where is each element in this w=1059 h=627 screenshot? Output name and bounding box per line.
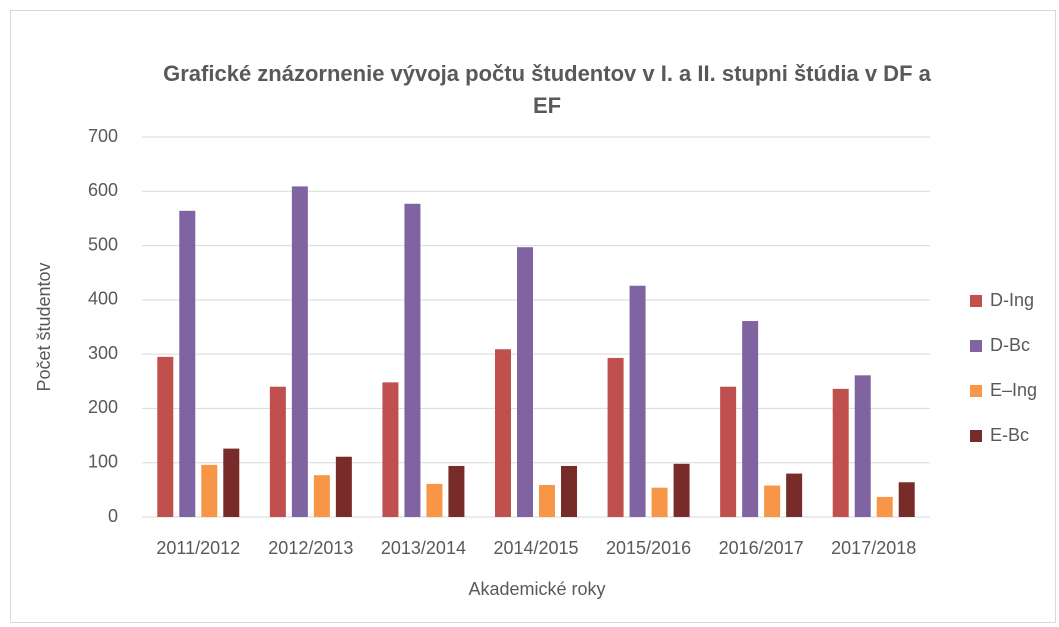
bar bbox=[382, 382, 399, 517]
bar bbox=[291, 186, 308, 517]
x-tick-label: 2015/2016 bbox=[606, 538, 691, 558]
bar bbox=[269, 386, 286, 517]
y-tick-label: 500 bbox=[88, 234, 118, 254]
x-tick-label: 2012/2013 bbox=[268, 538, 353, 558]
x-axis-title: Akademické roky bbox=[468, 579, 605, 599]
chart-border bbox=[10, 10, 1056, 623]
bar bbox=[517, 247, 533, 517]
bar bbox=[313, 475, 330, 517]
chart-title: Grafické znázornenie vývoja počtu študen… bbox=[163, 61, 931, 118]
legend-label: E-Bc bbox=[990, 425, 1029, 445]
x-tick-label: 2014/2015 bbox=[493, 538, 578, 558]
y-axis-title: Počet študentov bbox=[34, 262, 54, 391]
bar bbox=[607, 357, 624, 517]
bar bbox=[764, 485, 781, 517]
y-tick-label: 400 bbox=[88, 289, 118, 309]
bar bbox=[673, 463, 690, 517]
x-tick-label: 2011/2012 bbox=[156, 538, 240, 558]
x-tick-label: 2017/2018 bbox=[831, 538, 916, 558]
bar bbox=[179, 210, 196, 518]
bar bbox=[786, 473, 803, 517]
legend-label: E–Ing bbox=[990, 380, 1037, 400]
y-tick-label: 600 bbox=[88, 180, 118, 200]
bar bbox=[561, 465, 577, 517]
bar bbox=[448, 465, 465, 517]
legend-swatch bbox=[970, 340, 982, 352]
bar bbox=[201, 464, 218, 517]
bar bbox=[157, 356, 174, 517]
legend-label: D-Ing bbox=[990, 290, 1034, 310]
legend-label: D-Bc bbox=[990, 335, 1030, 355]
legend-swatch bbox=[970, 385, 982, 397]
y-tick-label: 700 bbox=[88, 126, 118, 146]
y-tick-label: 100 bbox=[88, 451, 118, 471]
bar bbox=[629, 285, 646, 517]
bar bbox=[876, 496, 893, 517]
bar bbox=[495, 349, 511, 517]
legend-swatch bbox=[970, 295, 982, 307]
bar bbox=[742, 321, 759, 517]
y-tick-label: 200 bbox=[88, 397, 118, 417]
bar bbox=[539, 484, 555, 517]
bar bbox=[854, 375, 871, 517]
bar bbox=[720, 386, 737, 517]
y-tick-label: 0 bbox=[108, 506, 118, 526]
x-tick-label: 2013/2014 bbox=[381, 538, 466, 558]
x-tick-label: 2016/2017 bbox=[719, 538, 804, 558]
bar bbox=[223, 448, 240, 517]
legend-swatch bbox=[970, 430, 982, 442]
bar bbox=[404, 203, 421, 517]
bar bbox=[651, 487, 668, 517]
bar bbox=[898, 482, 915, 517]
y-tick-label: 300 bbox=[88, 343, 118, 363]
bar bbox=[335, 456, 352, 517]
bar bbox=[426, 483, 443, 517]
bar bbox=[832, 388, 849, 517]
